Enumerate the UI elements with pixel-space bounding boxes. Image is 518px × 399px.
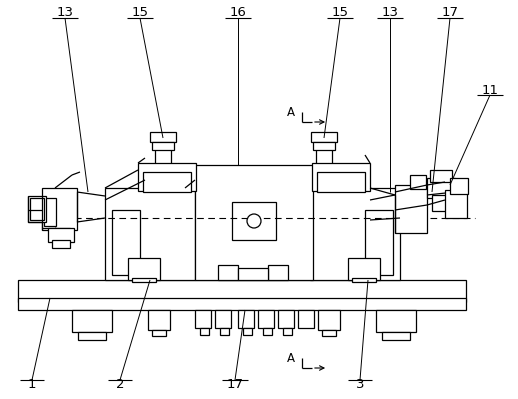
Bar (143, 172, 191, 192)
Bar (258, 310, 274, 328)
Text: A: A (287, 105, 295, 119)
Text: 13: 13 (381, 6, 398, 20)
Bar (52, 240, 70, 248)
Bar (263, 328, 272, 335)
Bar (28, 196, 46, 222)
Bar (30, 198, 44, 220)
Bar (112, 210, 140, 275)
Bar (218, 265, 238, 280)
Bar (238, 268, 268, 280)
Text: 13: 13 (56, 6, 74, 20)
Text: 2: 2 (116, 379, 124, 391)
Bar (278, 310, 294, 328)
Bar (348, 258, 380, 280)
Bar (312, 163, 370, 191)
Bar (310, 188, 400, 280)
Bar (78, 332, 106, 340)
Bar (155, 138, 171, 164)
Text: 15: 15 (132, 6, 149, 20)
Bar (317, 172, 365, 192)
Bar (322, 330, 336, 336)
Bar (138, 163, 196, 191)
Bar (450, 178, 468, 194)
Text: 17: 17 (441, 6, 458, 20)
Bar (148, 310, 170, 330)
Bar (220, 328, 229, 335)
Bar (382, 332, 410, 340)
Bar (195, 165, 313, 280)
Text: 3: 3 (356, 379, 364, 391)
Bar (72, 310, 112, 332)
Bar (195, 310, 211, 328)
Bar (105, 188, 195, 280)
Bar (18, 298, 466, 310)
Bar (152, 142, 174, 150)
Bar (200, 328, 209, 335)
Bar (432, 195, 446, 211)
Bar (311, 132, 337, 142)
Bar (150, 132, 176, 142)
Bar (215, 310, 231, 328)
Bar (445, 190, 467, 218)
Text: 15: 15 (332, 6, 349, 20)
Bar (48, 228, 74, 242)
Bar (430, 170, 452, 182)
Bar (365, 210, 393, 275)
Bar (128, 258, 160, 280)
Text: A: A (287, 352, 295, 365)
Bar (232, 202, 276, 240)
Bar (395, 185, 427, 233)
Bar (283, 328, 292, 335)
Bar (243, 328, 252, 335)
Bar (132, 278, 156, 282)
Bar (376, 310, 416, 332)
Bar (410, 175, 426, 189)
Bar (42, 188, 77, 230)
Bar (44, 198, 56, 226)
Bar (152, 330, 166, 336)
Bar (427, 178, 455, 198)
Circle shape (247, 214, 261, 228)
Bar (238, 310, 254, 328)
Text: 1: 1 (28, 379, 36, 391)
Bar (316, 138, 332, 164)
Bar (352, 278, 376, 282)
Bar (313, 142, 335, 150)
Text: 17: 17 (226, 379, 243, 391)
Bar (318, 310, 340, 330)
Bar (268, 265, 288, 280)
Text: 11: 11 (482, 83, 498, 97)
Bar (18, 280, 466, 302)
Text: 16: 16 (229, 6, 247, 20)
Bar (298, 310, 314, 328)
